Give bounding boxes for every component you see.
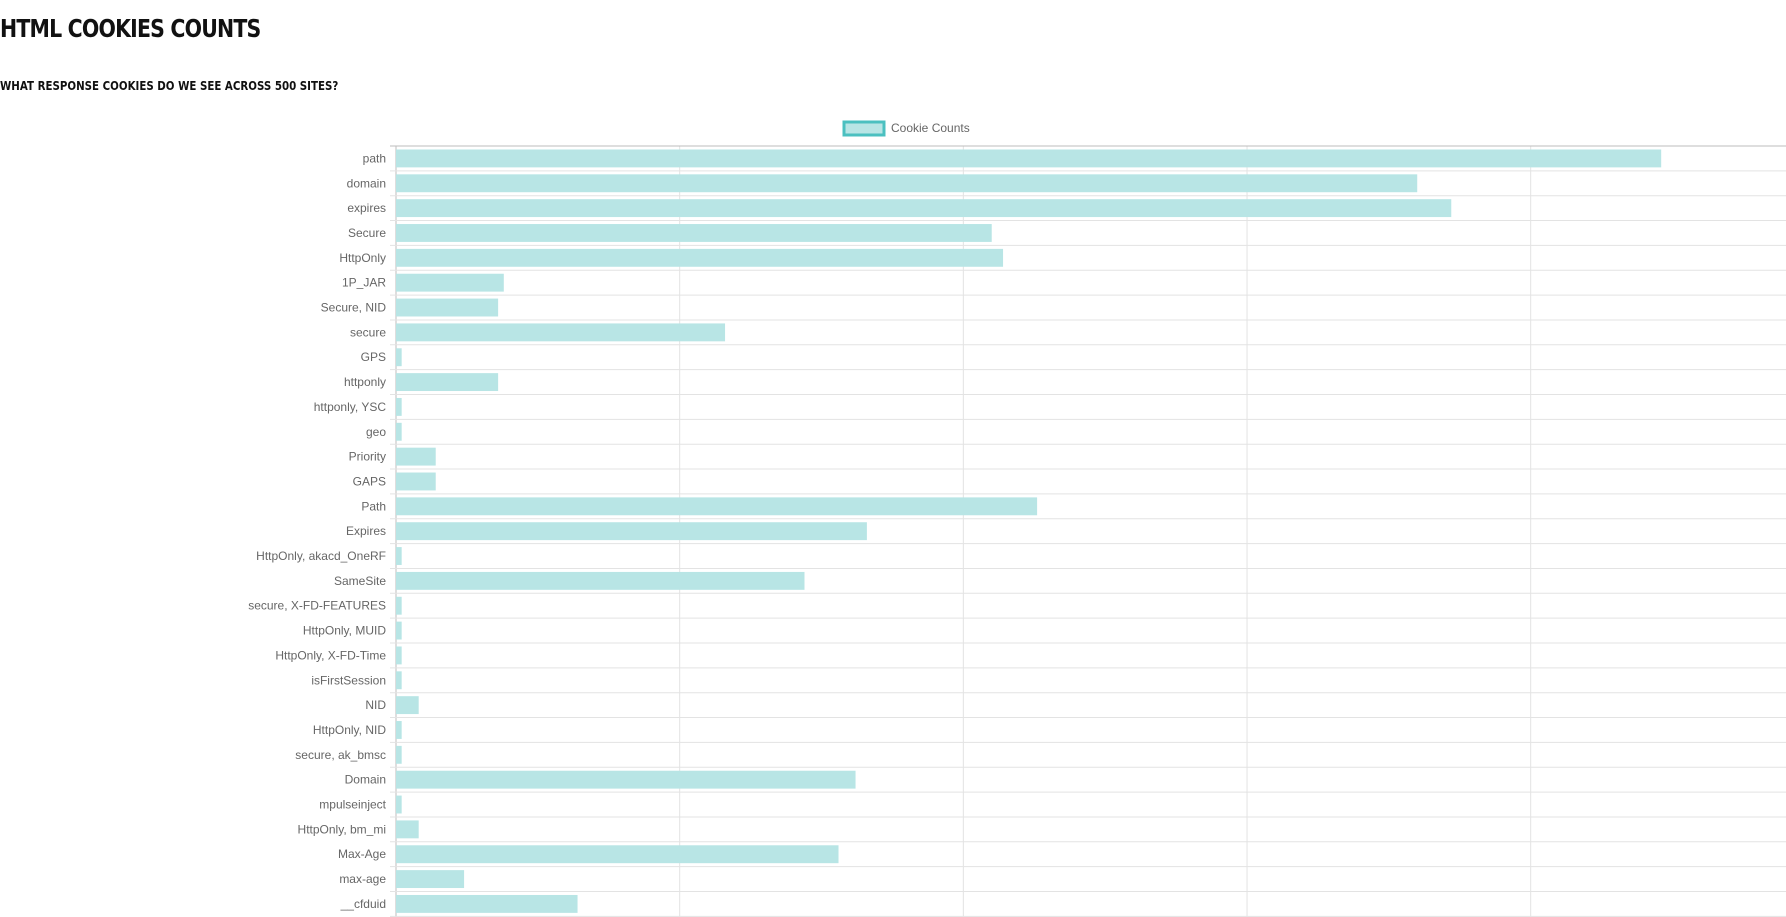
bar[interactable] xyxy=(396,323,726,342)
bar[interactable] xyxy=(396,447,436,466)
category-label: Secure xyxy=(348,226,386,240)
category-label: NID xyxy=(365,698,386,712)
bar[interactable] xyxy=(396,745,402,764)
category-label: 1P_JAR xyxy=(342,276,386,290)
category-label: HttpOnly, X-FD-Time xyxy=(275,648,386,662)
category-label: Secure, NID xyxy=(321,301,387,315)
bar[interactable] xyxy=(396,298,499,317)
category-label: httponly xyxy=(344,375,386,389)
category-label: Domain xyxy=(345,773,386,787)
bars xyxy=(396,149,1662,913)
bar[interactable] xyxy=(396,248,1004,267)
bar[interactable] xyxy=(396,870,465,889)
category-label: GAPS xyxy=(353,474,386,488)
category-label: geo xyxy=(366,425,386,439)
bar[interactable] xyxy=(396,894,578,913)
bar[interactable] xyxy=(396,770,856,789)
category-label: GPS xyxy=(361,350,386,364)
bar[interactable] xyxy=(396,373,499,392)
bar[interactable] xyxy=(396,422,402,441)
bar[interactable] xyxy=(396,199,1452,218)
category-label: max-age xyxy=(339,872,386,886)
category-label: mpulseinject xyxy=(319,798,386,812)
category-label: Path xyxy=(361,499,386,513)
category-label: HttpOnly, akacd_OneRF xyxy=(256,549,386,563)
category-label: isFirstSession xyxy=(311,673,386,687)
bar[interactable] xyxy=(396,497,1038,516)
bar[interactable] xyxy=(396,845,839,864)
category-label: SameSite xyxy=(334,574,386,588)
category-label: HttpOnly, MUID xyxy=(303,624,386,638)
category-label: expires xyxy=(347,201,386,215)
category-label: Max-Age xyxy=(338,847,386,861)
bar[interactable] xyxy=(396,721,402,739)
bar[interactable] xyxy=(396,696,419,715)
bar[interactable] xyxy=(396,472,436,491)
category-label: HttpOnly, bm_mi xyxy=(298,822,386,836)
category-label: secure, X-FD-FEATURES xyxy=(248,599,386,613)
bar[interactable] xyxy=(396,795,402,814)
legend-label: Cookie Counts xyxy=(891,121,970,135)
category-label: secure, ak_bmsc xyxy=(295,748,386,762)
bar[interactable] xyxy=(396,820,419,839)
bar[interactable] xyxy=(396,646,402,665)
bar[interactable] xyxy=(396,571,805,590)
category-label: secure xyxy=(350,325,386,339)
category-label: HttpOnly, NID xyxy=(313,723,386,737)
bar[interactable] xyxy=(396,397,402,416)
legend[interactable]: Cookie Counts xyxy=(842,120,970,137)
bar[interactable] xyxy=(396,522,867,541)
category-label: Expires xyxy=(346,524,386,538)
category-label: HttpOnly xyxy=(339,251,386,265)
bar[interactable] xyxy=(396,273,504,292)
category-label: httponly, YSC xyxy=(314,400,387,414)
bar[interactable] xyxy=(396,174,1418,193)
bar[interactable] xyxy=(396,621,402,640)
category-label: path xyxy=(363,151,386,165)
category-labels: path domain expires Secure HttpOnly 1P_JAR Sec… xyxy=(248,151,387,911)
page-title: HTML Cookies Counts xyxy=(0,14,261,43)
bar[interactable] xyxy=(396,547,402,565)
bar[interactable] xyxy=(396,348,402,367)
bar[interactable] xyxy=(396,671,402,690)
page-subtitle: What response cookies do we see across 5… xyxy=(0,78,339,93)
bar[interactable] xyxy=(396,596,402,615)
legend-swatch xyxy=(842,120,886,137)
category-label: domain xyxy=(347,176,386,190)
bar[interactable] xyxy=(396,149,1662,168)
bar[interactable] xyxy=(396,224,992,242)
category-label: Priority xyxy=(349,450,386,464)
category-label: __cfduid xyxy=(340,897,386,911)
